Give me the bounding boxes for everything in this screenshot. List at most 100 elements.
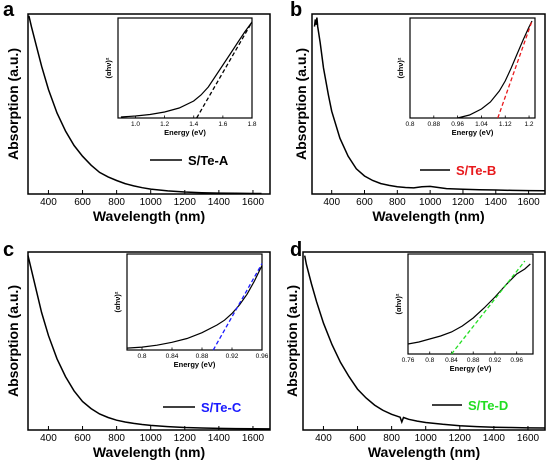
x-tick-label: 800 (383, 433, 400, 444)
x-tick-label: 1000 (140, 433, 163, 444)
x-tick-label: 1000 (140, 197, 163, 208)
inset-x-tick-label: 1.2 (525, 121, 534, 128)
inset-frame (409, 17, 536, 119)
inset-x-tick-label: 1.04 (475, 121, 488, 128)
x-tick-label: 1400 (483, 433, 506, 444)
inset-x-tick-label: 0.96 (256, 353, 269, 360)
x-tick-label: 1400 (485, 197, 508, 208)
inset-plot: 0.76 0.8 0.84 0.88 0.92 0.96 Energy (eV) (αhν)² (394, 253, 534, 373)
absorption-curve (313, 17, 546, 192)
x-tick-label: 1200 (174, 433, 197, 444)
inset-y-axis-title: (αhν)² (396, 57, 405, 78)
inset-x-tick-label: 1.2 (160, 121, 169, 128)
inset-y-axis-title: (αhν)² (104, 57, 113, 78)
legend-label: S/Te-A (188, 153, 229, 168)
x-tick-label: 400 (40, 197, 57, 208)
x-tick-label: 1200 (449, 433, 472, 444)
inset-x-axis-title: Energy (eV) (164, 128, 206, 137)
x-tick-label: 1000 (415, 433, 438, 444)
inset-x-tick-label: 0.88 (427, 121, 440, 128)
inset-frame (117, 17, 253, 119)
inset-x-tick-label: 0.96 (510, 357, 523, 364)
x-tick-label: 800 (389, 197, 406, 208)
x-tick-label: 800 (108, 433, 125, 444)
legend-label: S/Te-B (456, 163, 496, 178)
x-tick-label: 1000 (419, 197, 442, 208)
inset-x-tick-label: 1.4 (189, 121, 198, 128)
inset-x-tick-label: 0.76 (402, 357, 415, 364)
chart-panel-b: b 400 600 800 1000 1200 1400 1600 Wavelength (nm… (290, 0, 546, 224)
legend-label: S/Te-D (468, 398, 508, 413)
absorption-curve (303, 255, 546, 429)
absorption-curve (28, 15, 262, 195)
x-tick-label: 1200 (452, 197, 475, 208)
inset-x-axis-title: Energy (eV) (450, 364, 492, 373)
inset-x-tick-label: 0.92 (489, 357, 502, 364)
x-tick-label: 1600 (242, 433, 265, 444)
x-tick-label: 600 (74, 197, 91, 208)
x-tick-label: 800 (108, 197, 125, 208)
x-tick-label: 400 (40, 433, 57, 444)
y-axis-title: Absorption (a.u.) (5, 285, 21, 397)
x-axis-title: Wavelength (nm) (372, 208, 484, 224)
inset-fit-line (450, 260, 526, 355)
inset-x-tick-label: 1.8 (247, 121, 256, 128)
y-axis-title: Absorption (a.u.) (5, 48, 21, 160)
plot-frame (311, 13, 546, 195)
x-tick-label: 1400 (208, 433, 231, 444)
absorption-curve (27, 255, 271, 430)
inset-curve (120, 21, 253, 118)
inset-x-tick-label: 1.6 (218, 121, 227, 128)
panel-label: b (290, 0, 302, 21)
inset-y-axis-title: (αhν)² (113, 291, 122, 312)
x-tick-label: 1400 (208, 197, 231, 208)
chart-panel-c: c 400 600 800 1000 1200 1400 1600 Wavelength (nm… (3, 239, 271, 460)
inset-frame (407, 253, 534, 355)
inset-x-tick-label: 0.84 (166, 353, 179, 360)
inset-x-tick-label: 1.0 (131, 121, 140, 128)
inset-x-tick-label: 0.84 (445, 357, 458, 364)
inset-curve (457, 20, 533, 119)
panel-label: c (3, 239, 14, 261)
x-tick-label: 600 (356, 197, 373, 208)
inset-plot: 0.8 0.84 0.88 0.92 0.96 Energy (eV) (αhν)² (113, 253, 269, 369)
inset-x-axis-title: Energy (eV) (452, 128, 494, 137)
y-axis-title: Absorption (a.u.) (293, 48, 309, 160)
inset-x-tick-label: 0.88 (467, 357, 480, 364)
x-axis-title: Wavelength (nm) (93, 208, 205, 224)
x-tick-label: 1600 (517, 433, 540, 444)
inset-x-tick-label: 0.8 (137, 353, 146, 360)
plot-frame (302, 251, 546, 431)
inset-curve (407, 263, 531, 345)
inset-y-axis-title: (αhν)² (394, 293, 403, 314)
x-tick-label: 1600 (242, 197, 265, 208)
inset-plot: 0.8 0.88 0.96 1.04 1.12 1.2 Energy (eV) (αhν)² (396, 17, 536, 137)
inset-fit-line (497, 20, 533, 119)
x-tick-label: 600 (349, 433, 366, 444)
inset-frame (126, 253, 263, 351)
x-tick-label: 1200 (174, 197, 197, 208)
y-axis-title: Absorption (a.u.) (284, 285, 300, 397)
x-tick-label: 600 (74, 433, 91, 444)
inset-x-tick-label: 0.88 (196, 353, 209, 360)
chart-panel-a: a 400 600 800 1000 1200 1400 1600 Wavelength (nm… (3, 0, 271, 224)
inset-x-tick-label: 1.12 (499, 121, 512, 128)
inset-curve (126, 265, 263, 349)
plot-frame (27, 13, 271, 195)
inset-fit-line (212, 263, 263, 351)
x-axis-title: Wavelength (nm) (93, 444, 205, 460)
inset-x-tick-label: 0.92 (226, 353, 239, 360)
inset-x-tick-label: 0.8 (425, 357, 434, 364)
panel-label: d (290, 239, 302, 261)
panel-label: a (3, 0, 15, 21)
inset-x-axis-title: Energy (eV) (174, 360, 216, 369)
inset-plot: 1.0 1.2 1.4 1.6 1.8 Energy (eV) (αhν)² (104, 17, 257, 137)
legend-label: S/Te-C (201, 400, 242, 415)
x-tick-label: 400 (323, 197, 340, 208)
inset-x-tick-label: 0.96 (451, 121, 464, 128)
x-tick-label: 400 (315, 433, 332, 444)
inset-fit-line (196, 21, 253, 119)
inset-x-tick-label: 0.8 (405, 121, 414, 128)
x-tick-label: 1600 (517, 197, 540, 208)
